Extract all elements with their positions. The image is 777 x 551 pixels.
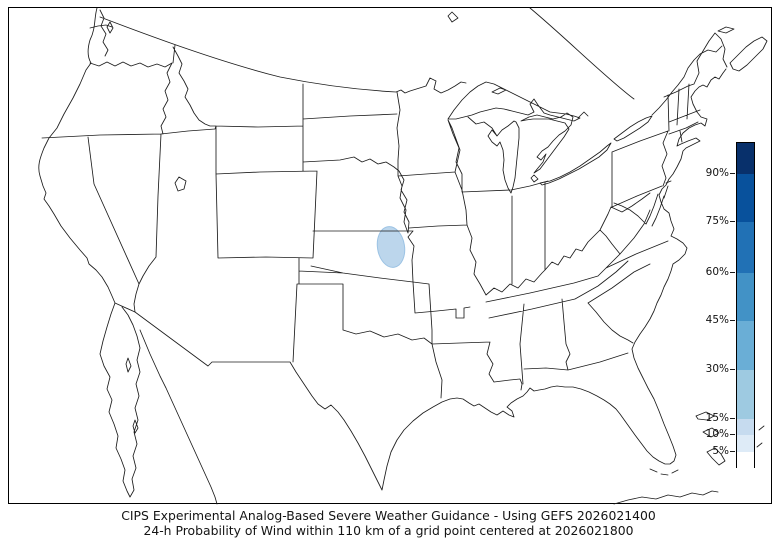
colorbar-tick <box>730 451 735 452</box>
colorbar-segment <box>737 452 754 469</box>
us-coastline-borders <box>38 7 727 491</box>
colorbar-tick-label: 10% <box>705 428 729 440</box>
colorbar-tick-label: 30% <box>705 363 729 375</box>
probability-contour-kansas <box>376 226 406 268</box>
colorbar-tick-label: 75% <box>705 215 729 227</box>
colorbar-tick <box>730 418 735 419</box>
mexico-coast-borders <box>99 302 218 505</box>
colorbar-tick-label: 15% <box>705 412 729 424</box>
colorbar-tick-label: 5% <box>712 445 729 457</box>
colorbar-segment <box>737 435 754 452</box>
caption-line-1: CIPS Experimental Analog-Based Severe We… <box>121 508 656 523</box>
colorbar-tick-label: 60% <box>705 266 729 278</box>
colorbar-segment <box>737 143 754 174</box>
colorbar-tick <box>730 320 735 321</box>
state-borders <box>41 44 701 399</box>
colorbar-segment <box>737 273 754 321</box>
figure-caption: CIPS Experimental Analog-Based Severe We… <box>0 508 777 538</box>
colorbar-segment <box>737 370 754 419</box>
colorbar-tick-label: 90% <box>705 167 729 179</box>
great-lakes <box>174 81 653 194</box>
colorbar-tick <box>730 434 735 435</box>
colorbar-tick <box>730 272 735 273</box>
colorbar-tick <box>730 221 735 222</box>
colorbar-tick <box>730 369 735 370</box>
map-frame <box>8 7 772 504</box>
probability-colorbar <box>736 142 755 469</box>
colorbar-tick <box>730 173 735 174</box>
colorbar-segment <box>737 174 754 222</box>
canada-borders <box>447 7 768 116</box>
colorbar-tick-label: 45% <box>705 314 729 326</box>
caribbean-islands <box>613 411 765 505</box>
colorbar-segment <box>737 222 754 273</box>
colorbar-segment <box>737 321 754 370</box>
caption-line-2: 24-h Probability of Wind within 110 km o… <box>143 523 634 538</box>
colorbar-segment <box>737 419 754 435</box>
